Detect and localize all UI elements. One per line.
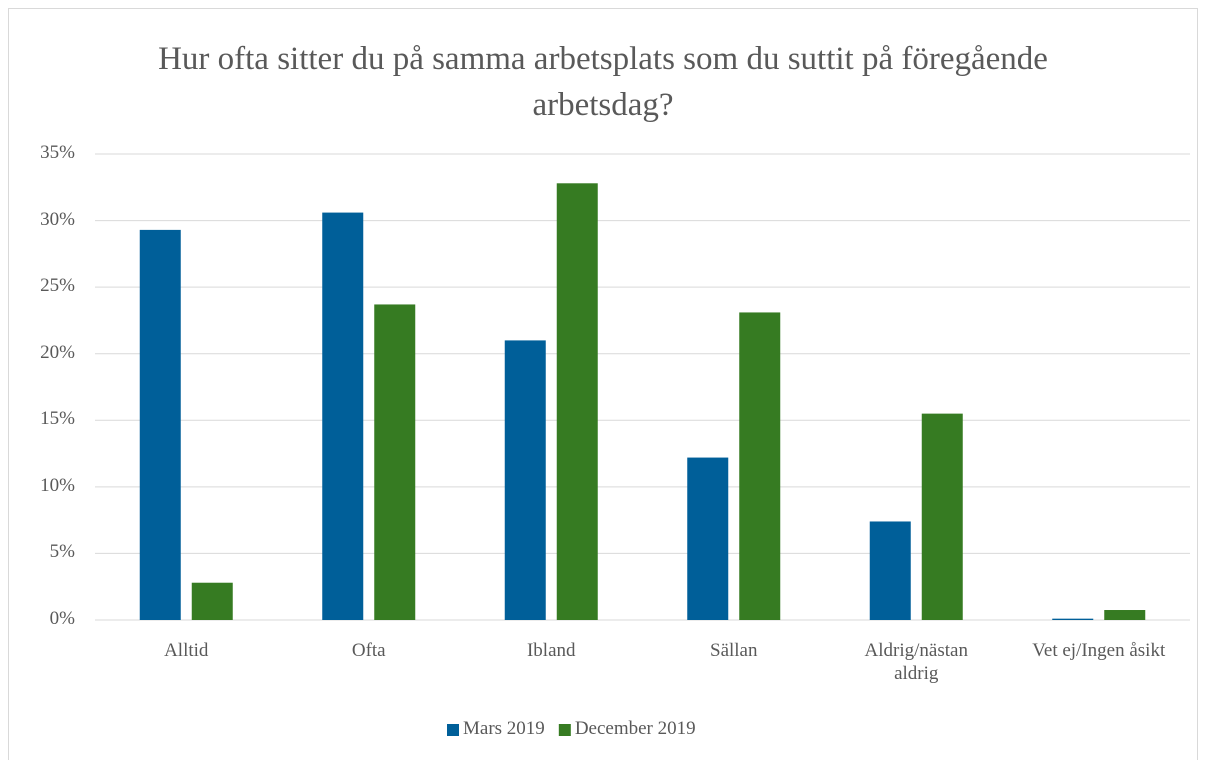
legend-swatch xyxy=(558,724,571,736)
bar xyxy=(869,521,911,620)
x-tick-label: Ibland xyxy=(526,640,576,661)
y-tick-label: 0% xyxy=(49,608,75,629)
bar xyxy=(322,212,364,620)
y-tick-label: 5% xyxy=(49,541,75,563)
bar xyxy=(1104,610,1146,620)
bar xyxy=(739,312,781,620)
y-tick-label: 25% xyxy=(40,275,75,297)
legend-label: Mars 2019 xyxy=(463,718,545,739)
y-tick-label: 20% xyxy=(40,341,75,363)
bar xyxy=(191,582,233,620)
bar xyxy=(139,229,181,621)
x-tick-label: Alltid xyxy=(164,640,209,661)
x-tick-label: Ofta xyxy=(351,640,386,661)
bar xyxy=(556,183,598,620)
legend-label: December 2019 xyxy=(574,718,696,739)
x-tick-label: Vet ej/Ingen åsikt xyxy=(1032,640,1166,661)
y-tick-label: 15% xyxy=(40,408,75,430)
y-tick-label: 30% xyxy=(40,208,75,230)
y-tick-label: 10% xyxy=(40,474,75,496)
chart-title: Hur ofta sitter du på samma arbetsplats … xyxy=(158,41,1048,123)
bar xyxy=(374,304,416,620)
x-tick-label: Aldrig/nästan aldrig xyxy=(864,640,968,684)
bar xyxy=(504,340,546,620)
bar xyxy=(687,457,729,620)
y-tick-label: 35% xyxy=(40,142,75,163)
x-tick-label: Sällan xyxy=(710,640,758,661)
bar xyxy=(921,413,963,620)
chart-frame xyxy=(8,8,1198,760)
legend-swatch xyxy=(447,724,459,736)
bar xyxy=(1052,618,1094,620)
